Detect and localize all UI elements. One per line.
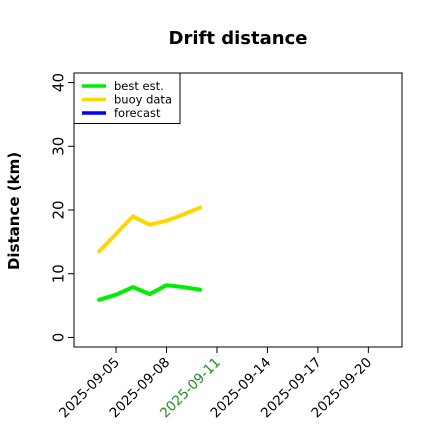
plot-area-frame [73,72,403,348]
y-tick-label: 20 [49,200,67,219]
y-tick-label: 10 [49,264,67,283]
legend-label: forecast [114,106,161,120]
y-axis-ticks: 0 10 20 30 40 [49,73,74,342]
series-line-buoy-data [97,205,203,254]
series-lines [97,205,203,302]
chart-title: Drift distance [169,28,308,49]
legend-label: best est. [114,79,164,93]
y-tick-label: 0 [49,333,67,343]
y-axis-label: Distance (km) [5,152,23,270]
legend-label: buoy data [114,93,172,107]
y-tick-label: 30 [49,137,67,156]
y-tick-label: 40 [49,73,67,92]
series-line-best-est [97,283,203,302]
